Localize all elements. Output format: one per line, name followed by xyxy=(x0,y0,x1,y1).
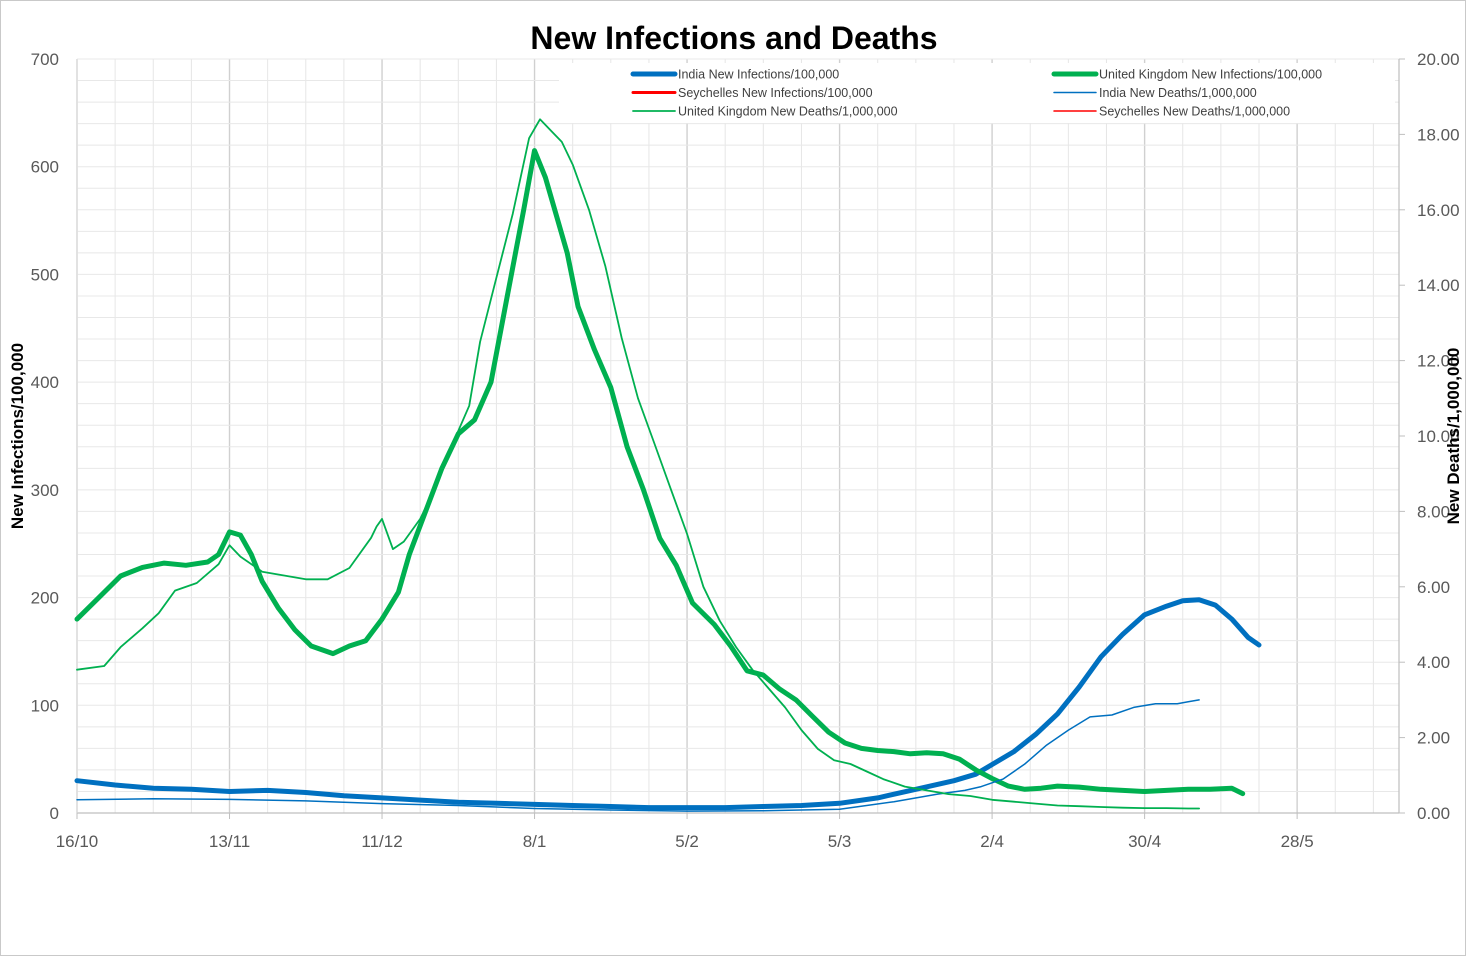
series-line-united-kingdom-new-infections-100-000 xyxy=(74,148,1246,797)
x-tick-label: 13/11 xyxy=(209,832,250,851)
legend-label: Seychelles New Infections/100,000 xyxy=(678,86,873,100)
y-tick-label-right: 4.00 xyxy=(1417,653,1450,672)
y-tick-label-right: 2.00 xyxy=(1417,729,1450,748)
y-tick-label-right: 12.00 xyxy=(1417,352,1460,371)
legend-label: India New Deaths/1,000,000 xyxy=(1099,86,1257,100)
y-tick-label-right: 20.00 xyxy=(1417,50,1460,69)
y-tick-label-right: 16.00 xyxy=(1417,201,1460,220)
legend-label: United Kingdom New Infections/100,000 xyxy=(1099,68,1322,82)
x-tick-label: 30/4 xyxy=(1128,832,1161,851)
x-tick-label: 8/1 xyxy=(523,832,547,851)
y-tick-label-left: 300 xyxy=(31,481,59,500)
y-tick-label-right: 10.00 xyxy=(1417,427,1460,446)
x-tick-label: 11/12 xyxy=(361,832,402,851)
legend-label: Seychelles New Deaths/1,000,000 xyxy=(1099,105,1290,119)
y-tick-label-right: 14.00 xyxy=(1417,276,1460,295)
legend-label: India New Infections/100,000 xyxy=(678,68,839,82)
y-axis-title-right: New Deaths/1,000,000 xyxy=(1444,348,1463,525)
legend-background xyxy=(559,63,1395,123)
axes: 0 100 200 300 400 500 600 700 0.00 2.00 4.00 6.00 8.… xyxy=(31,50,1460,851)
y-tick-label-right: 0.00 xyxy=(1417,804,1450,823)
y-tick-label-left: 0 xyxy=(50,804,59,823)
series-layer xyxy=(74,118,1262,812)
x-tick-label: 28/5 xyxy=(1281,832,1314,851)
y-tick-label-left: 600 xyxy=(31,158,59,177)
y-tick-label-left: 500 xyxy=(31,265,59,284)
legend-label: United Kingdom New Deaths/1,000,000 xyxy=(678,105,898,119)
y-tick-label-left: 400 xyxy=(31,373,59,392)
series-line-india-new-infections-100-000 xyxy=(74,597,1262,811)
y-tick-label-left: 100 xyxy=(31,696,59,715)
y-tick-label-right: 18.00 xyxy=(1417,125,1460,144)
legend: India New Infections/100,000 United Kingd… xyxy=(559,63,1395,123)
gridlines xyxy=(76,58,1399,814)
chart-title: New Infections and Deaths xyxy=(530,20,937,56)
y-tick-label-left: 700 xyxy=(31,50,59,69)
y-axis-title-left: New Infections/100,000 xyxy=(8,343,27,529)
y-tick-label-right: 8.00 xyxy=(1417,502,1450,521)
x-tick-label: 16/10 xyxy=(56,832,99,851)
y-tick-label-right: 6.00 xyxy=(1417,578,1450,597)
y-tick-label-left: 200 xyxy=(31,589,59,608)
x-tick-label: 2/4 xyxy=(980,832,1004,851)
x-tick-label: 5/3 xyxy=(828,832,852,851)
series-line-united-kingdom-new-deaths-1-000-000 xyxy=(76,118,1200,810)
x-tick-label: 5/2 xyxy=(675,832,699,851)
series-line-india-new-deaths-1-000-000 xyxy=(76,699,1200,812)
